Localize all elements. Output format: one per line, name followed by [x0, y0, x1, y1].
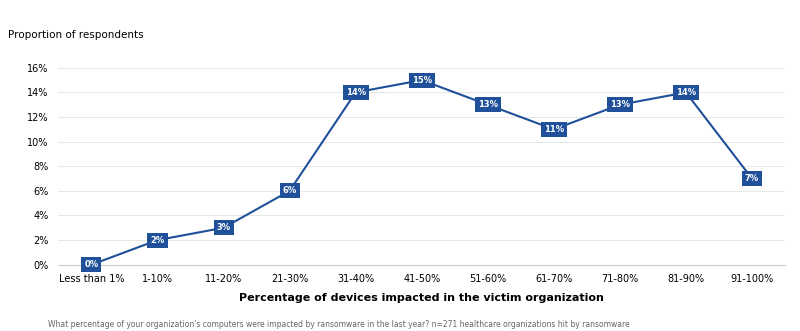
Text: Proportion of respondents: Proportion of respondents [7, 30, 143, 40]
Text: 14%: 14% [676, 88, 696, 97]
Text: 6%: 6% [282, 186, 297, 195]
Text: 13%: 13% [478, 100, 498, 109]
Text: 13%: 13% [610, 100, 630, 109]
Text: 15%: 15% [412, 75, 432, 85]
Text: What percentage of your organization's computers were impacted by ransomware in : What percentage of your organization's c… [48, 320, 630, 329]
Text: 2%: 2% [150, 236, 165, 245]
Text: 7%: 7% [745, 174, 759, 183]
Text: 0%: 0% [84, 260, 98, 269]
Text: 3%: 3% [217, 223, 230, 232]
Text: 11%: 11% [544, 125, 564, 134]
X-axis label: Percentage of devices impacted in the victim organization: Percentage of devices impacted in the vi… [239, 293, 604, 303]
Text: 14%: 14% [346, 88, 366, 97]
